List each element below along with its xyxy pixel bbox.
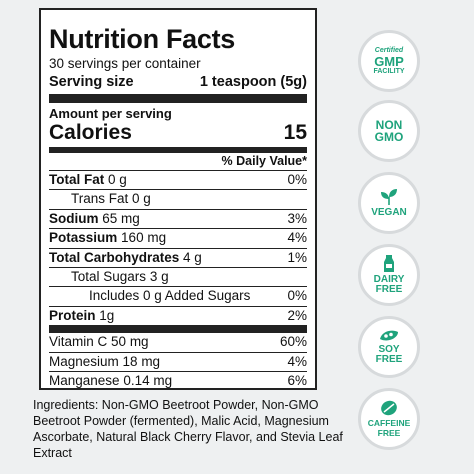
serving-size-row: Serving size 1 teaspoon (5g)	[49, 73, 307, 103]
soy-free-badge: SOY FREE	[358, 316, 420, 378]
dairy-free-badge: DAIRY FREE	[358, 244, 420, 306]
vitamin-row-vitamin-c: Vitamin C 50 mg 60%	[49, 333, 307, 353]
nutrient-row-total-carbohydrates: Total Carbohydrates 4 g 1%	[49, 249, 307, 269]
milk-bottle-icon	[384, 255, 394, 272]
nutrition-facts-title: Nutrition Facts	[49, 24, 236, 54]
gmp-facility-badge: Certified GMP FACILITY	[358, 30, 420, 92]
amount-per-serving: Amount per serving	[49, 106, 172, 121]
vitamin-row-magnesium: Magnesium 18 mg 4%	[49, 353, 307, 373]
soybean-icon	[380, 330, 398, 341]
calories-row: Calories 15	[49, 121, 307, 153]
ingredients-text: Ingredients: Non-GMO Beetroot Powder, No…	[33, 398, 343, 460]
coffee-bean-icon	[381, 400, 397, 416]
nutrient-row-potassium: Potassium 160 mg 4%	[49, 229, 307, 249]
vitamin-row-manganese: Manganese 0.14 mg 6%	[49, 373, 307, 389]
nutrient-row-trans-fat: Trans Fat 0 g	[49, 190, 307, 210]
nutrient-row-added-sugars: Includes 0 g Added Sugars 0%	[49, 287, 307, 307]
leaf-icon	[381, 189, 397, 205]
nutrient-row-sodium: Sodium 65 mg 3%	[49, 210, 307, 230]
nutrient-row-protein: Protein 1g 2%	[49, 307, 307, 334]
nutrient-row-total-fat: Total Fat 0 g 0%	[49, 171, 307, 191]
non-gmo-badge: NON GMO	[358, 100, 420, 162]
daily-value-header: % Daily Value*	[49, 153, 307, 171]
nutrition-facts-label: Nutrition Facts 30 servings per containe…	[39, 8, 317, 390]
nutrient-row-total-sugars: Total Sugars 3 g	[49, 268, 307, 288]
caffeine-free-badge: CAFFEINE FREE	[358, 388, 420, 450]
servings-per-container: 30 servings per container	[49, 56, 201, 71]
vegan-badge: VEGAN	[358, 172, 420, 234]
